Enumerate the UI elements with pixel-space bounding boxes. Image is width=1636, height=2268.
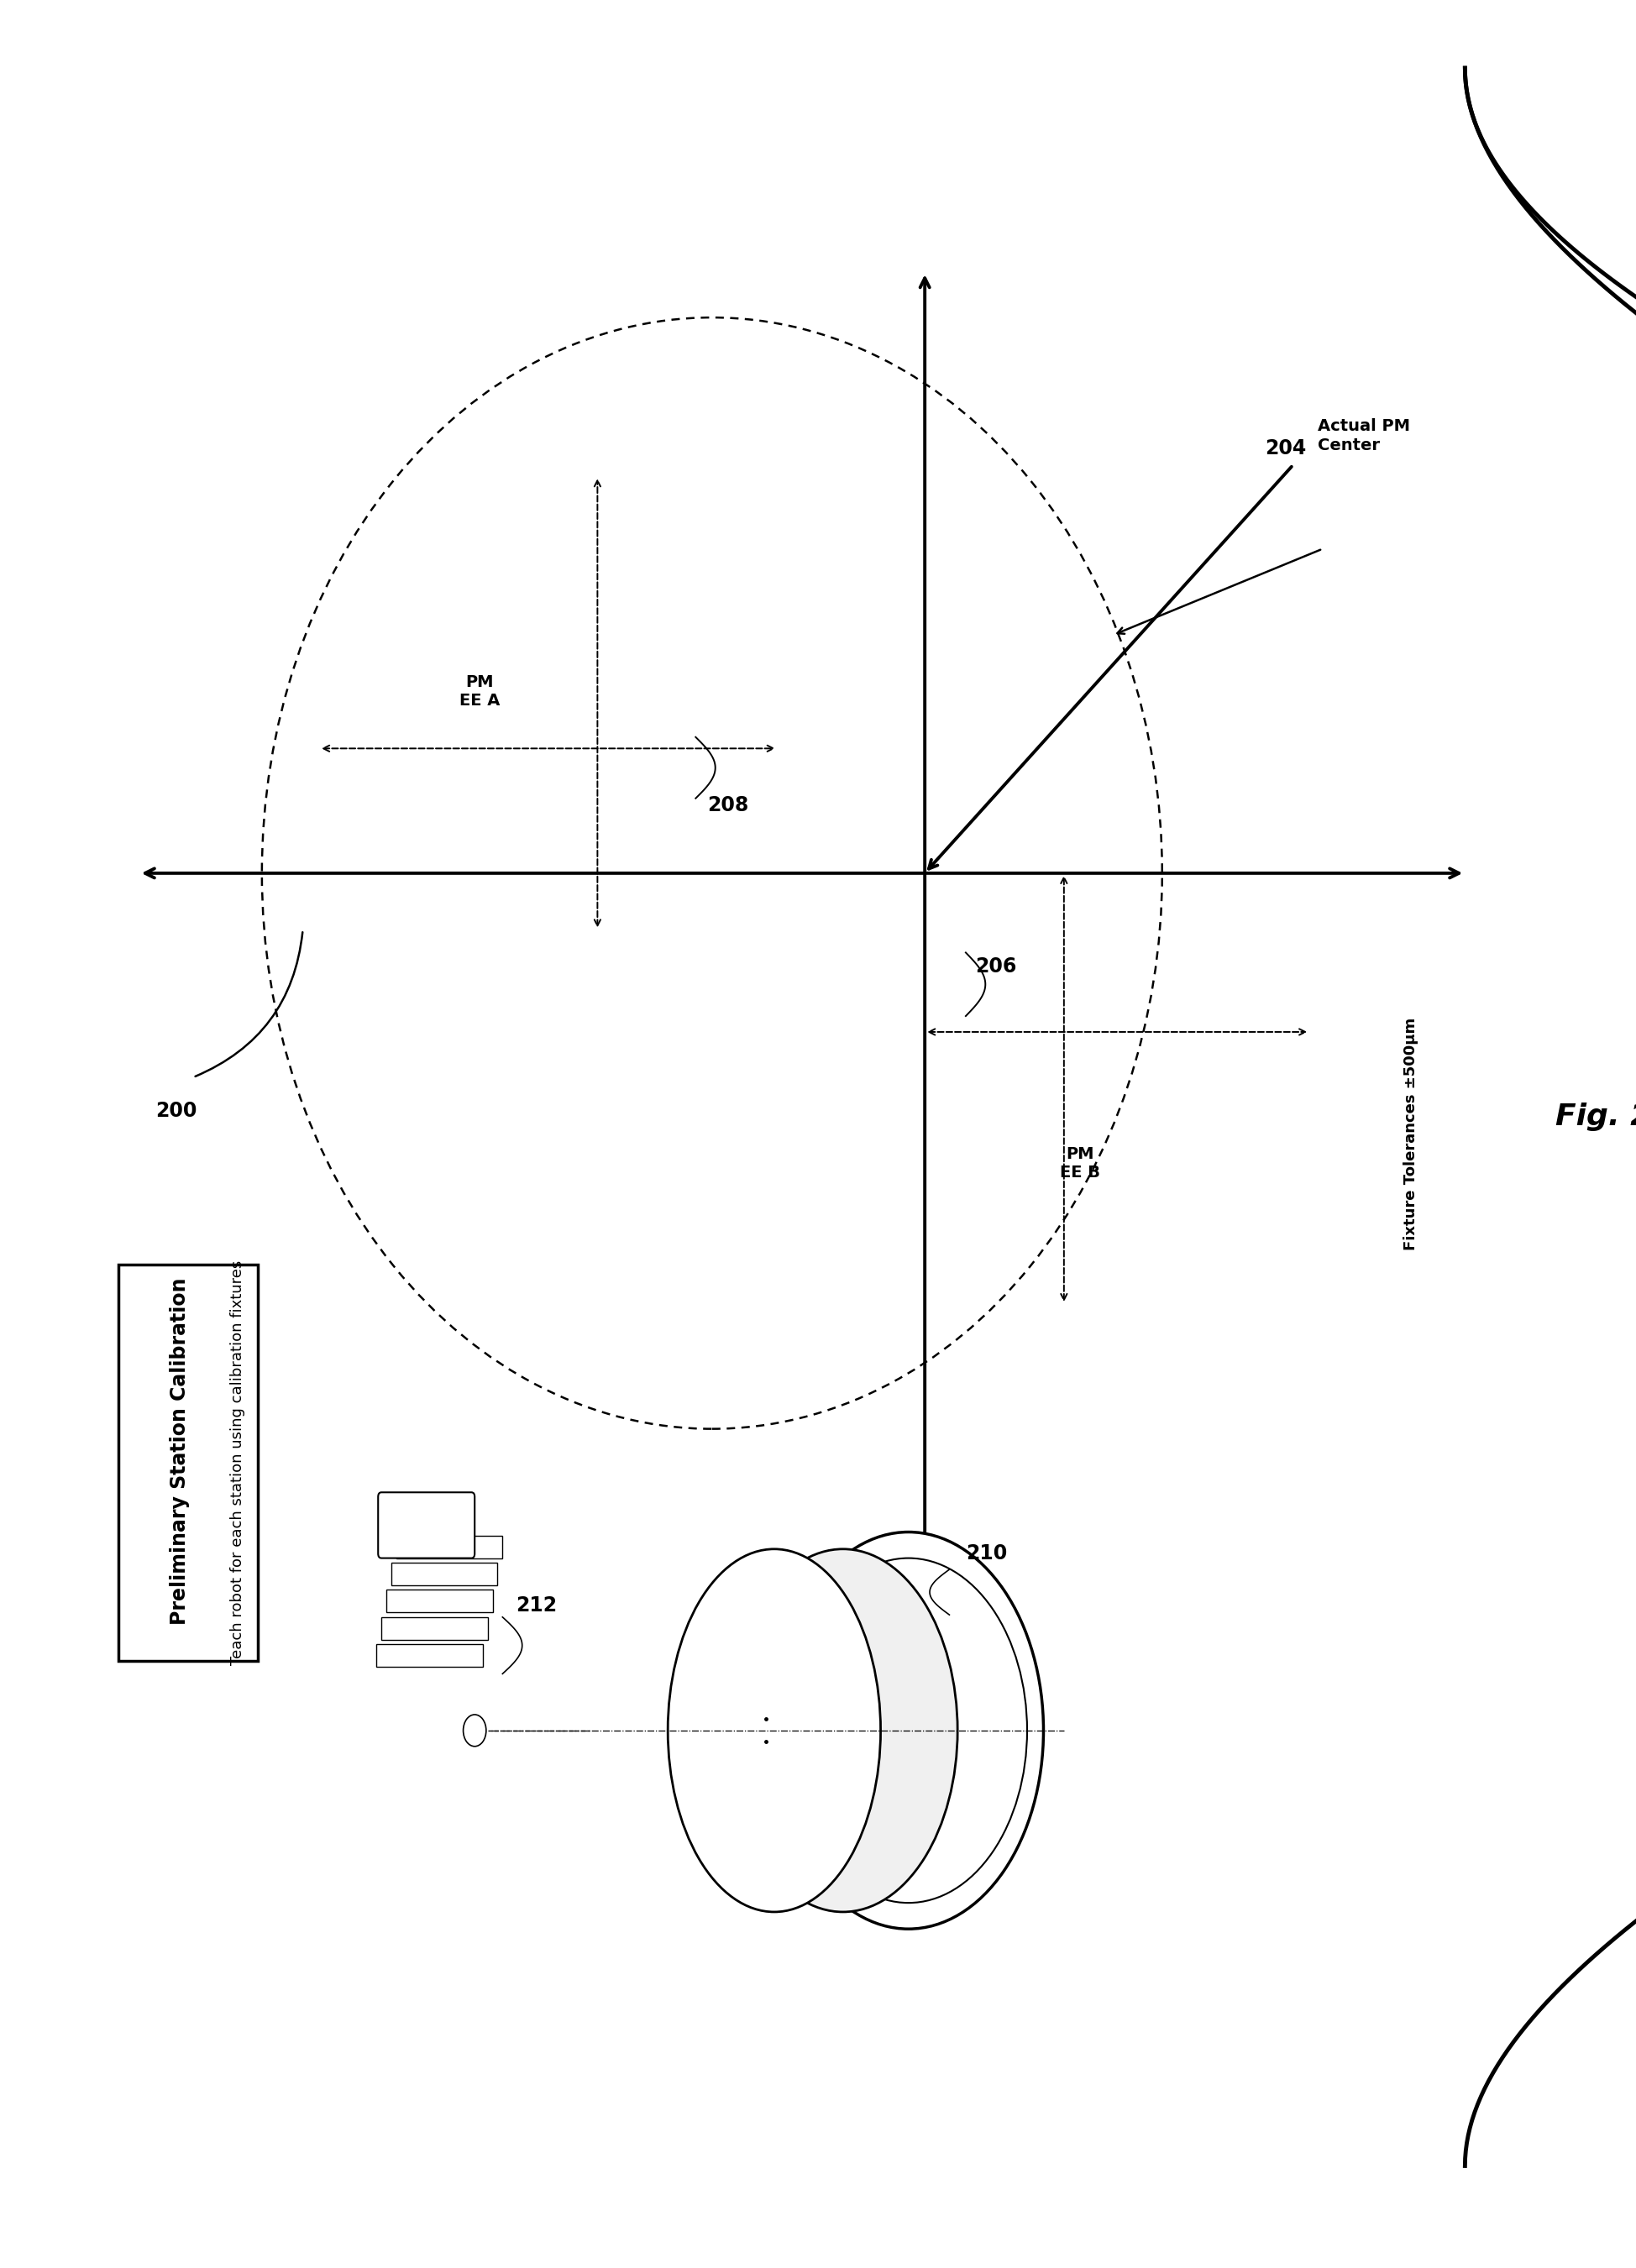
Ellipse shape: [728, 1549, 957, 1912]
Polygon shape: [396, 1535, 502, 1558]
Ellipse shape: [790, 1558, 1027, 1903]
Text: Fixture Tolerances ±500μm: Fixture Tolerances ±500μm: [1402, 1018, 1418, 1250]
FancyArrowPatch shape: [195, 932, 303, 1077]
Text: 208: 208: [707, 796, 748, 814]
Text: Preliminary Station Calibration: Preliminary Station Calibration: [170, 1277, 190, 1626]
Text: Teach robot for each station using calibration fixtures: Teach robot for each station using calib…: [229, 1261, 245, 1665]
Text: 210: 210: [965, 1545, 1006, 1563]
Polygon shape: [386, 1590, 492, 1613]
Text: Station Calibration
Fixtures: Station Calibration Fixtures: [748, 1848, 921, 1885]
Ellipse shape: [774, 1533, 1044, 1928]
Text: PM
EE B: PM EE B: [1060, 1145, 1099, 1182]
FancyBboxPatch shape: [378, 1492, 474, 1558]
Text: Actual PM
Center: Actual PM Center: [1317, 417, 1409, 454]
Polygon shape: [376, 1644, 483, 1667]
Text: 206: 206: [975, 957, 1016, 975]
Bar: [119, 1266, 258, 1660]
Text: Fig. 2: Fig. 2: [1554, 1102, 1636, 1132]
Polygon shape: [391, 1563, 497, 1585]
Polygon shape: [381, 1617, 488, 1640]
Text: PM
EE A: PM EE A: [460, 674, 499, 710]
Text: 212: 212: [515, 1597, 556, 1615]
Text: 204: 204: [1265, 438, 1306, 458]
Circle shape: [463, 1715, 486, 1746]
Ellipse shape: [667, 1549, 880, 1912]
Text: 200: 200: [155, 1102, 196, 1120]
